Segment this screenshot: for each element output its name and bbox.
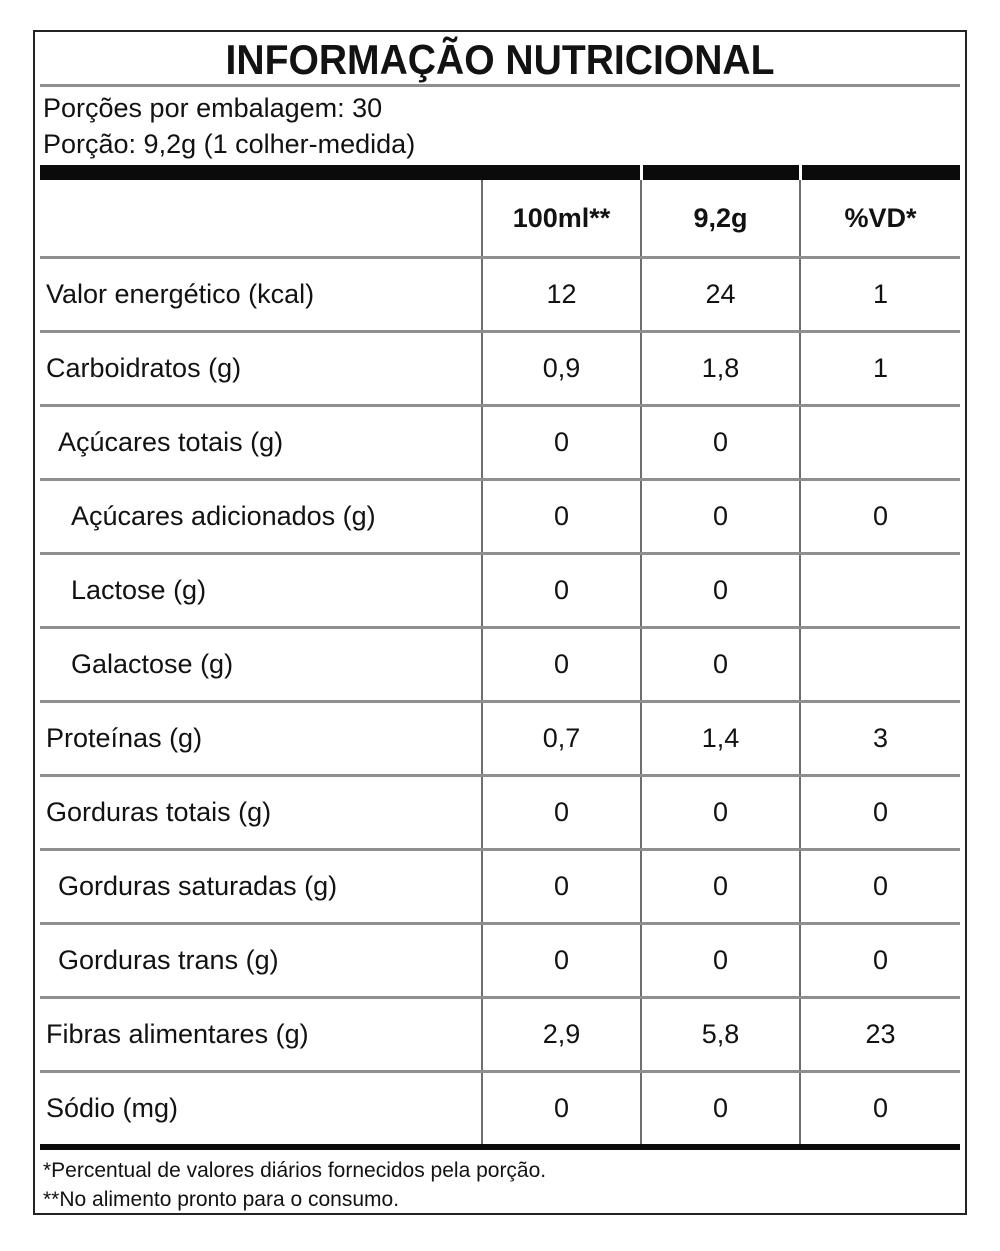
- row-label: Proteínas (g): [46, 723, 203, 753]
- value-serving: 5,8: [640, 999, 799, 1070]
- value-percent-vd: 0: [799, 851, 960, 922]
- value-serving: 0: [640, 1073, 799, 1144]
- value-100ml: 2,9: [481, 999, 640, 1070]
- value-serving: 0: [640, 481, 799, 552]
- table-row: Açúcares totais (g) 0 0: [40, 404, 960, 478]
- row-label: Gorduras totais (g): [46, 797, 272, 827]
- value-percent-vd: 0: [799, 481, 960, 552]
- bar-segment: [40, 165, 640, 180]
- value-serving: 24: [640, 259, 799, 330]
- row-label: Gorduras trans (g): [58, 945, 279, 975]
- table-row: Carboidratos (g) 0,9 1,8 1: [40, 330, 960, 404]
- column-header-percent-vd: %VD*: [799, 180, 960, 256]
- value-serving: 0: [640, 777, 799, 848]
- value-serving: 0: [640, 851, 799, 922]
- value-percent-vd: 3: [799, 703, 960, 774]
- value-100ml: 0: [481, 629, 640, 700]
- row-label: Galactose (g): [71, 649, 234, 679]
- value-100ml: 0: [481, 851, 640, 922]
- table-row: Galactose (g) 0 0: [40, 626, 960, 700]
- value-serving: 0: [640, 555, 799, 626]
- serving-info: Porções por embalagem: 30 Porção: 9,2g (…: [40, 87, 960, 162]
- table-row: Lactose (g) 0 0: [40, 552, 960, 626]
- value-100ml: 0: [481, 407, 640, 478]
- value-percent-vd: 23: [799, 999, 960, 1070]
- value-100ml: 0,9: [481, 333, 640, 404]
- value-100ml: 0: [481, 555, 640, 626]
- value-100ml: 0: [481, 925, 640, 996]
- row-label: Carboidratos (g): [46, 353, 242, 383]
- value-100ml: 0: [481, 481, 640, 552]
- column-header-serving: 9,2g: [640, 180, 799, 256]
- servings-per-package: Porções por embalagem: 30: [43, 93, 383, 123]
- table-row: Gorduras totais (g) 0 0 0: [40, 774, 960, 848]
- row-label: Sódio (mg): [46, 1093, 179, 1123]
- row-label: Açúcares totais (g): [58, 427, 284, 457]
- value-percent-vd: 0: [799, 1073, 960, 1144]
- column-header-100ml: 100ml**: [481, 180, 640, 256]
- bar-segment: [643, 165, 799, 180]
- header-top-bar: [40, 165, 960, 180]
- table-bottom-bar: [40, 1144, 960, 1150]
- table-row: Fibras alimentares (g) 2,9 5,8 23: [40, 996, 960, 1070]
- value-serving: 1,4: [640, 703, 799, 774]
- value-serving: 1,8: [640, 333, 799, 404]
- footnote-prepared-food: **No alimento pronto para o consumo.: [43, 1188, 400, 1211]
- value-percent-vd: [799, 407, 960, 478]
- label-title: INFORMAÇÃO NUTRICIONAL: [225, 36, 775, 83]
- row-label: Fibras alimentares (g): [46, 1019, 309, 1049]
- value-percent-vd: [799, 555, 960, 626]
- row-label: Valor energético (kcal): [46, 279, 315, 309]
- value-serving: 0: [640, 925, 799, 996]
- footnotes: *Percentual de valores diários fornecido…: [40, 1150, 960, 1214]
- row-label: Lactose (g): [71, 575, 207, 605]
- value-100ml: 12: [481, 259, 640, 330]
- value-serving: 0: [640, 407, 799, 478]
- value-100ml: 0,7: [481, 703, 640, 774]
- nutrition-table: 100ml** 9,2g %VD* Valor energético (kcal…: [40, 180, 960, 1144]
- value-percent-vd: 1: [799, 333, 960, 404]
- value-percent-vd: 0: [799, 925, 960, 996]
- table-header-row: 100ml** 9,2g %VD*: [40, 180, 960, 256]
- bar-segment: [802, 165, 960, 180]
- table-row: Açúcares adicionados (g) 0 0 0: [40, 478, 960, 552]
- table-row: Valor energético (kcal) 12 24 1: [40, 256, 960, 330]
- value-100ml: 0: [481, 1073, 640, 1144]
- row-label: Açúcares adicionados (g): [71, 501, 376, 531]
- value-percent-vd: 1: [799, 259, 960, 330]
- footnote-percent-dv: *Percentual de valores diários fornecido…: [43, 1159, 547, 1182]
- table-row: Sódio (mg) 0 0 0: [40, 1070, 960, 1144]
- nutrition-label: INFORMAÇÃO NUTRICIONAL Porções por embal…: [33, 30, 967, 1215]
- table-row: Gorduras saturadas (g) 0 0 0: [40, 848, 960, 922]
- row-label: Gorduras saturadas (g): [58, 871, 338, 901]
- value-serving: 0: [640, 629, 799, 700]
- title-divider: [40, 84, 960, 87]
- table-row: Gorduras trans (g) 0 0 0: [40, 922, 960, 996]
- serving-size: Porção: 9,2g (1 colher-medida): [43, 129, 416, 159]
- table-row: Proteínas (g) 0,7 1,4 3: [40, 700, 960, 774]
- value-percent-vd: 0: [799, 777, 960, 848]
- value-100ml: 0: [481, 777, 640, 848]
- value-percent-vd: [799, 629, 960, 700]
- header-empty-cell: [40, 180, 481, 256]
